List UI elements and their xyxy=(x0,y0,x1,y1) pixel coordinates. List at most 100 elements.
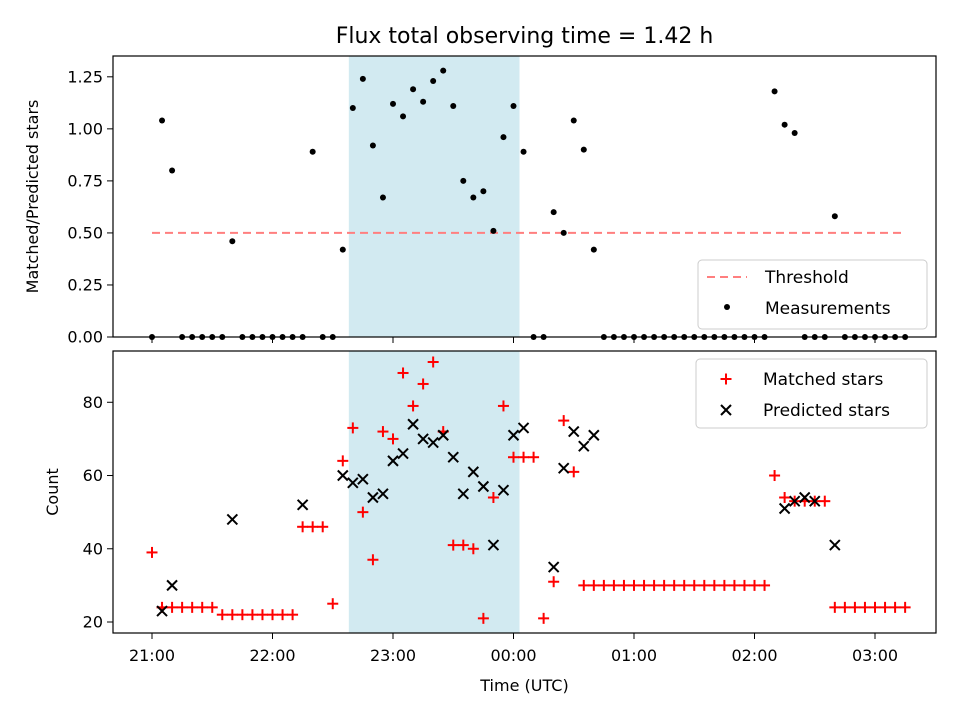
measurement-point xyxy=(831,213,838,220)
predicted-star-marker xyxy=(487,539,500,551)
x-axis-label: Time (UTC) xyxy=(479,676,568,695)
measurement-point xyxy=(500,134,507,141)
matched-star-marker xyxy=(668,579,680,591)
matched-star-marker xyxy=(508,451,519,463)
y-axis-label-bottom: Count xyxy=(43,468,62,516)
legend-matched-marker xyxy=(720,373,732,385)
y-tick-label: 1.00 xyxy=(67,119,103,138)
predicted-star-marker xyxy=(427,436,439,449)
matched-star-marker xyxy=(588,579,600,591)
matched-star-marker xyxy=(206,601,218,613)
measurement-point xyxy=(339,246,346,253)
predicted-star-marker xyxy=(296,499,309,511)
measurement-point xyxy=(309,148,316,155)
matched-star-marker xyxy=(477,612,489,624)
measurement-point xyxy=(440,67,447,74)
matched-star-marker xyxy=(216,609,228,621)
predicted-star-marker xyxy=(156,605,168,617)
panel-ratio: 0.00 0.25 0.50 0.75 1.00 1.25 Matched/Predict… xyxy=(23,55,937,347)
measurement-point xyxy=(460,177,467,184)
panel-count: 20 40 60 80 21:00 22:00 23:00 00:00 01:00 02:00 0… xyxy=(43,350,937,695)
x-ticks-bottom: 21:00 22:00 23:00 00:00 01:00 02:00 03:00 xyxy=(129,633,898,665)
matched-star-marker xyxy=(648,579,660,591)
matched-star-marker xyxy=(698,579,710,591)
matched-star-marker xyxy=(829,601,841,613)
matched-star-marker xyxy=(518,451,530,463)
matched-star-marker xyxy=(387,433,399,445)
matched-star-marker xyxy=(277,609,289,621)
matched-star-marker xyxy=(879,601,891,613)
predicted-star-marker xyxy=(788,495,801,507)
axes-frame-top xyxy=(112,55,937,338)
measurement-point xyxy=(379,194,386,201)
matched-star-marker xyxy=(226,609,238,621)
predicted-star-marker xyxy=(437,429,449,441)
legend-predicted-label: Predicted stars xyxy=(763,401,890,421)
y-tick-label: 40 xyxy=(83,539,103,558)
predicted-star-marker xyxy=(417,433,429,445)
predicted-star-marker xyxy=(477,480,490,493)
matched-star-marker xyxy=(457,539,469,551)
matched-star-marker xyxy=(397,367,409,379)
measurement-point xyxy=(159,117,166,124)
measurement-point xyxy=(480,188,487,195)
measurement-point xyxy=(550,209,557,216)
predicted-star-marker xyxy=(377,488,389,500)
matched-star-marker xyxy=(427,356,439,368)
predicted-star-marker xyxy=(588,429,600,441)
measurement-point xyxy=(781,121,788,128)
predicted-star-marker xyxy=(829,539,841,551)
matched-star-marker xyxy=(367,554,379,566)
legend-box-bottom xyxy=(695,358,928,429)
matched-star-marker xyxy=(236,609,248,621)
x-tick-label: 23:00 xyxy=(370,646,416,665)
predicted-star-marker xyxy=(387,455,399,467)
x-tick-label: 21:00 xyxy=(129,646,175,665)
matched-star-marker xyxy=(568,466,580,478)
y-tick-label: 0.75 xyxy=(67,171,103,190)
predicted-star-marker xyxy=(467,466,480,478)
matched-star-marker xyxy=(638,579,650,591)
measurement-point xyxy=(400,113,407,120)
chart-title: Flux total observing time = 1.42 h xyxy=(336,24,714,49)
matched-star-marker xyxy=(678,579,690,591)
matched-star-marker xyxy=(618,579,630,591)
measurement-point xyxy=(470,194,477,201)
measurement-point xyxy=(580,146,587,153)
matched-star-marker xyxy=(307,521,319,533)
matched-star-marker xyxy=(819,495,831,507)
predicted-stars-markers xyxy=(156,418,841,617)
x-tick-label: 01:00 xyxy=(611,646,657,665)
measurement-point xyxy=(791,130,798,137)
matched-star-marker xyxy=(598,579,610,591)
matched-star-marker xyxy=(658,579,670,591)
legend-matched-label: Matched stars xyxy=(763,370,883,390)
matched-star-marker xyxy=(738,579,750,591)
legend-bottom: Matched stars Predicted stars xyxy=(695,358,928,429)
measurement-point xyxy=(560,229,567,236)
matched-star-marker xyxy=(839,601,851,613)
matched-star-marker xyxy=(287,609,299,621)
matched-star-marker xyxy=(628,579,640,591)
matched-star-marker xyxy=(447,539,459,551)
matched-star-marker xyxy=(347,422,359,434)
predicted-star-marker xyxy=(547,561,560,573)
matched-star-marker xyxy=(859,601,871,613)
matched-star-marker xyxy=(759,579,771,591)
measurement-point xyxy=(369,142,376,149)
y-tick-label: 0.25 xyxy=(67,275,103,294)
predicted-star-marker xyxy=(166,579,178,592)
predicted-star-marker xyxy=(507,429,520,441)
matched-star-marker xyxy=(327,598,339,610)
y-tick-label: 60 xyxy=(83,466,103,485)
matched-star-marker xyxy=(558,415,570,427)
legend-measurements-label: Measurements xyxy=(765,299,891,319)
predicted-star-marker xyxy=(778,502,791,515)
matched-star-marker xyxy=(749,579,760,591)
predicted-star-marker xyxy=(457,488,469,500)
legend-box-top xyxy=(697,259,928,330)
legend-matched-swatch xyxy=(720,373,732,385)
measurement-point xyxy=(570,117,577,124)
matched-star-marker xyxy=(728,579,740,591)
x-tick-label: 22:00 xyxy=(249,646,295,665)
